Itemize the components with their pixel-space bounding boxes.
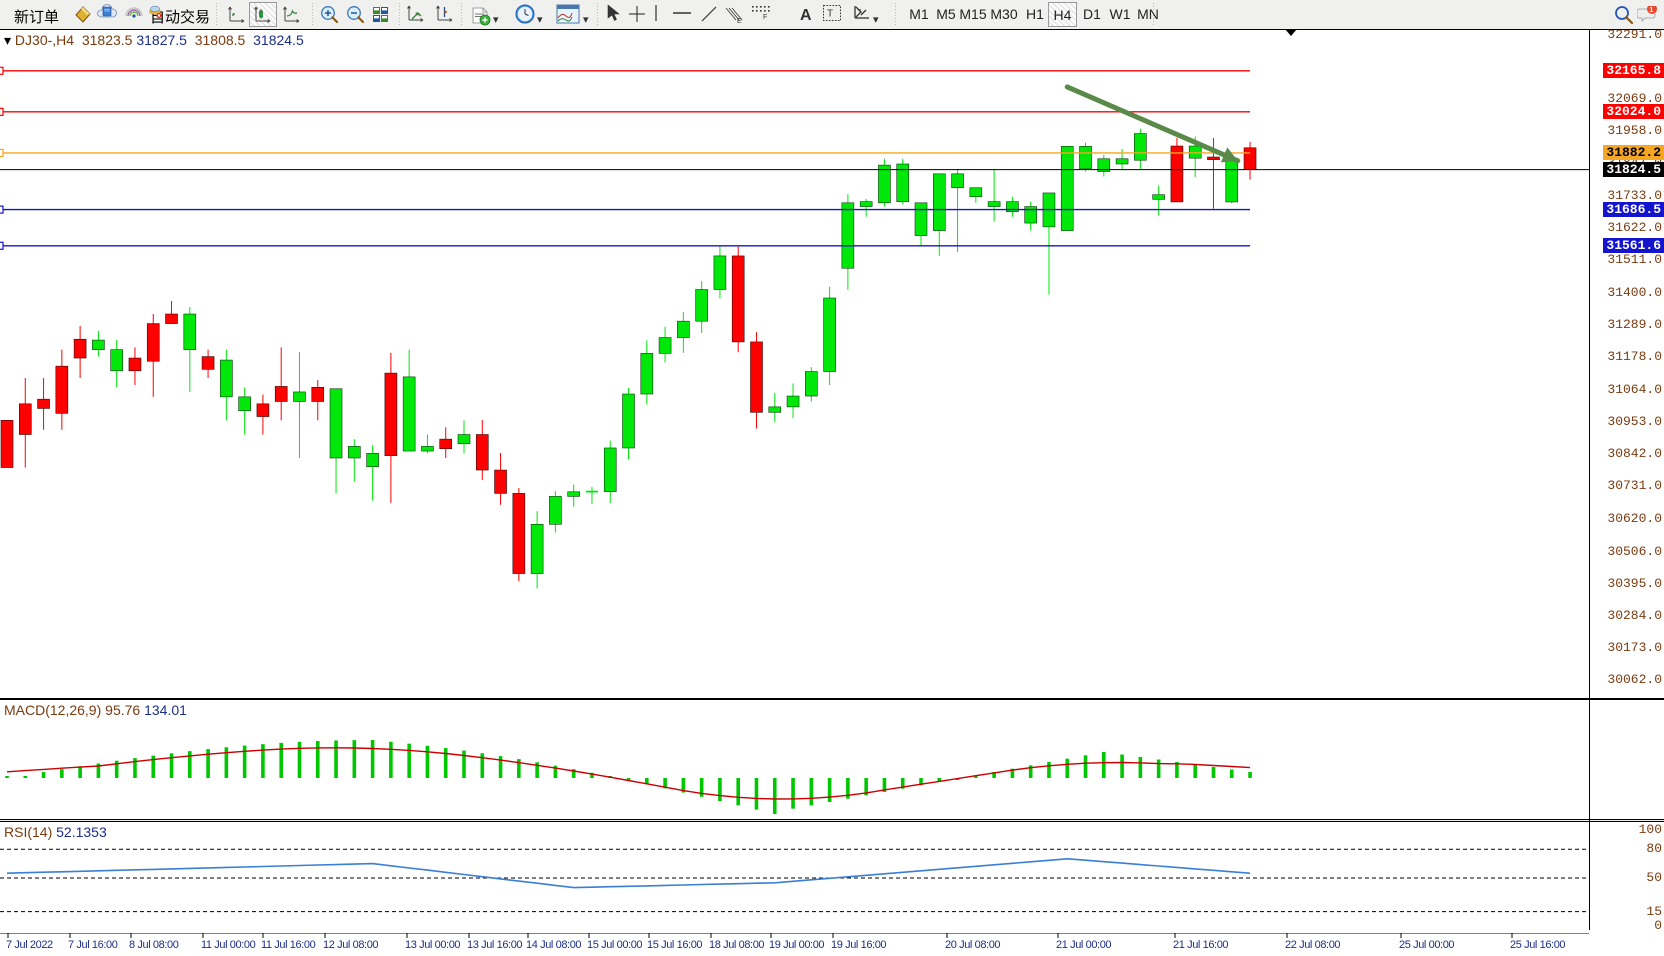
svg-text:T: T: [827, 9, 833, 20]
svg-text:F: F: [763, 14, 767, 20]
svg-text:1: 1: [1649, 6, 1653, 14]
svg-text:E: E: [737, 18, 742, 24]
